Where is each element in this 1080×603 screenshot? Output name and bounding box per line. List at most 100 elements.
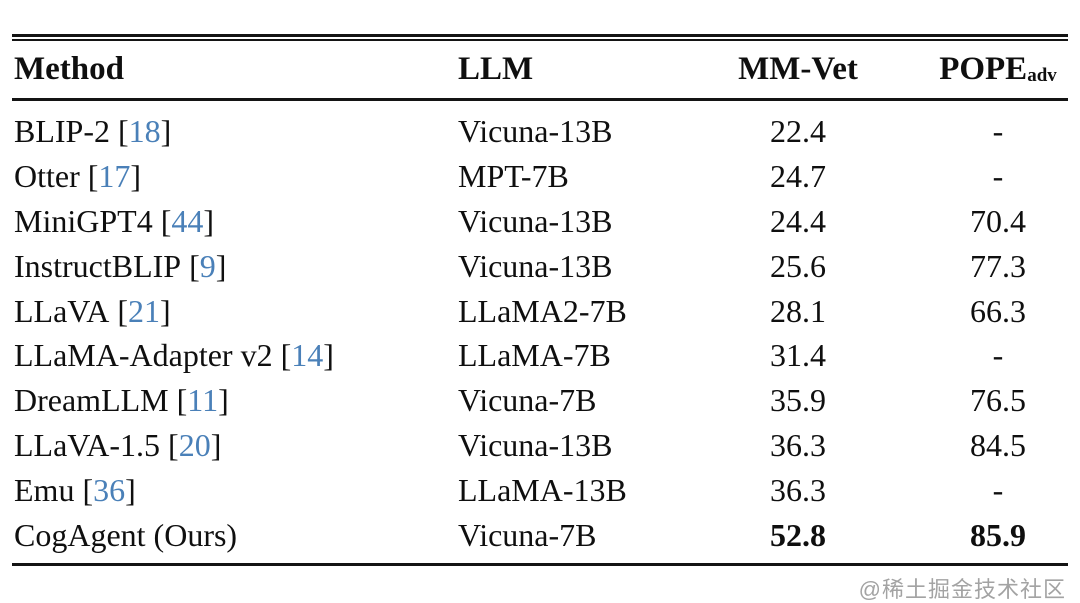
citation-open-bracket: [ <box>168 426 179 463</box>
table-row: MiniGPT4 [44] Vicuna-13B 24.4 70.4 <box>12 199 1068 244</box>
mmvet-score-cell: 22.4 <box>770 113 826 150</box>
method-name: InstructBLIP <box>14 247 182 284</box>
column-header-llm: LLM <box>458 51 534 87</box>
citation-number: 20 <box>178 426 211 463</box>
mmvet-score-cell: 52.8 <box>770 516 826 553</box>
table-header-row: Method LLM MM-Vet POPEadv <box>12 41 1068 98</box>
citation-open-bracket: [ <box>176 382 188 419</box>
method-name: LLaVA-1.5 <box>14 426 161 463</box>
method-cell: InstructBLIP [9] <box>12 250 458 282</box>
citation-ref[interactable]: [14] <box>281 337 334 373</box>
citation-close-bracket: ] <box>203 202 214 239</box>
pope-score-cell: 85.9 <box>970 516 1026 553</box>
method-cell: CogAgent (Ours) <box>12 519 458 551</box>
mmvet-score-cell: 31.4 <box>770 337 826 374</box>
llm-cell: LLaMA2-7B <box>458 292 627 329</box>
method-name: LLaMA-Adapter v2 <box>14 337 273 374</box>
llm-cell: Vicuna-13B <box>458 202 613 239</box>
table-row: InstructBLIP [9] Vicuna-13B 25.6 77.3 <box>12 243 1068 288</box>
method-name: Otter <box>14 158 80 195</box>
citation-number: 9 <box>199 247 216 284</box>
citation-close-bracket: ] <box>160 113 172 150</box>
pope-score-cell: - <box>992 158 1004 195</box>
citation-close-bracket: ] <box>323 337 334 374</box>
mmvet-score-cell: 25.6 <box>770 247 826 284</box>
method-name: MiniGPT4 <box>14 202 153 239</box>
method-name: LLaVA <box>14 292 110 329</box>
column-header-mmvet: MM-Vet <box>738 51 858 87</box>
citation-ref[interactable]: [17] <box>88 158 141 194</box>
table-row: LLaMA-Adapter v2 [14] LLaMA-7B 31.4 - <box>12 333 1068 378</box>
citation-ref[interactable]: [44] <box>161 203 214 239</box>
results-table: Method LLM MM-Vet POPEadv BLIP-2 [18] Vic… <box>12 34 1068 566</box>
method-name: BLIP-2 <box>14 113 110 150</box>
pope-score-cell: - <box>992 113 1004 150</box>
llm-cell: MPT-7B <box>458 158 569 195</box>
method-cell: BLIP-2 [18] <box>12 115 458 147</box>
llm-cell: Vicuna-13B <box>458 113 613 150</box>
table-row: Otter [17] MPT-7B 24.7 - <box>12 154 1068 199</box>
citation-open-bracket: [ <box>280 337 292 374</box>
citation-number: 14 <box>291 337 324 374</box>
citation-close-bracket: ] <box>160 292 171 329</box>
pope-score-cell: 70.4 <box>970 202 1026 239</box>
llm-cell: Vicuna-7B <box>458 382 597 419</box>
pope-score-cell: 76.5 <box>970 382 1026 419</box>
pope-score-cell: 84.5 <box>970 426 1026 463</box>
method-cell: LLaVA [21] <box>12 295 458 327</box>
citation-open-bracket: [ <box>117 292 129 329</box>
citation-open-bracket: [ <box>82 471 94 508</box>
citation-close-bracket: ] <box>125 471 136 508</box>
pope-score-cell: - <box>992 471 1004 508</box>
table-body: BLIP-2 [18] Vicuna-13B 22.4 - Otter [17] M… <box>12 101 1068 563</box>
mmvet-score-cell: 35.9 <box>770 382 826 419</box>
mmvet-score-cell: 24.4 <box>770 202 826 239</box>
citation-open-bracket: [ <box>118 113 129 150</box>
citation-ref[interactable]: [11] <box>177 382 229 418</box>
column-header-method: Method <box>14 51 124 87</box>
citation-number: 36 <box>93 471 126 508</box>
llm-cell: LLaMA-13B <box>458 471 627 508</box>
citation-close-bracket: ] <box>218 382 229 419</box>
mmvet-score-cell: 36.3 <box>770 471 826 508</box>
method-name: DreamLLM <box>14 382 169 419</box>
method-cell: LLaVA-1.5 [20] <box>12 429 458 461</box>
citation-ref[interactable]: [21] <box>117 293 170 329</box>
column-header-pope-subscript: adv <box>1027 65 1057 86</box>
column-header-pope-main: POPE <box>939 51 1028 87</box>
llm-cell: Vicuna-13B <box>458 247 613 284</box>
citation-ref[interactable]: [18] <box>118 113 171 149</box>
citation-open-bracket: [ <box>87 158 99 195</box>
citation-open-bracket: [ <box>160 202 172 239</box>
citation-open-bracket: [ <box>189 247 200 284</box>
llm-cell: Vicuna-7B <box>458 516 597 553</box>
citation-number: 21 <box>128 292 161 329</box>
mmvet-score-cell: 24.7 <box>770 158 826 195</box>
citation-ref[interactable]: [9] <box>189 248 226 284</box>
table-row: LLaVA [21] LLaMA2-7B 28.1 66.3 <box>12 288 1068 333</box>
table-row: CogAgent (Ours) Vicuna-7B 52.8 85.9 <box>12 512 1068 557</box>
citation-number: 44 <box>171 202 204 239</box>
pope-score-cell: - <box>992 337 1004 374</box>
method-cell: DreamLLM [11] <box>12 384 458 416</box>
table-header-rule <box>12 98 1068 101</box>
pope-score-cell: 66.3 <box>970 292 1026 329</box>
watermark: @稀土掘金技术社区 <box>858 577 1066 602</box>
table-bottom-rule <box>12 562 1068 566</box>
pope-score-cell: 77.3 <box>970 247 1026 284</box>
citation-ref[interactable]: [20] <box>168 427 221 463</box>
citation-close-bracket: ] <box>130 158 142 195</box>
table-row: DreamLLM [11] Vicuna-7B 35.9 76.5 <box>12 378 1068 423</box>
method-name: Emu <box>14 471 75 508</box>
citation-close-bracket: ] <box>210 426 222 463</box>
mmvet-score-cell: 36.3 <box>770 426 826 463</box>
method-cell: MiniGPT4 [44] <box>12 205 458 237</box>
method-cell: Otter [17] <box>12 160 458 192</box>
citation-close-bracket: ] <box>215 247 227 284</box>
table-row: LLaVA-1.5 [20] Vicuna-13B 36.3 84.5 <box>12 423 1068 468</box>
llm-cell: LLaMA-7B <box>458 337 611 374</box>
method-name: CogAgent (Ours) <box>14 516 238 553</box>
table-row: BLIP-2 [18] Vicuna-13B 22.4 - <box>12 109 1068 154</box>
citation-ref[interactable]: [36] <box>82 472 135 508</box>
